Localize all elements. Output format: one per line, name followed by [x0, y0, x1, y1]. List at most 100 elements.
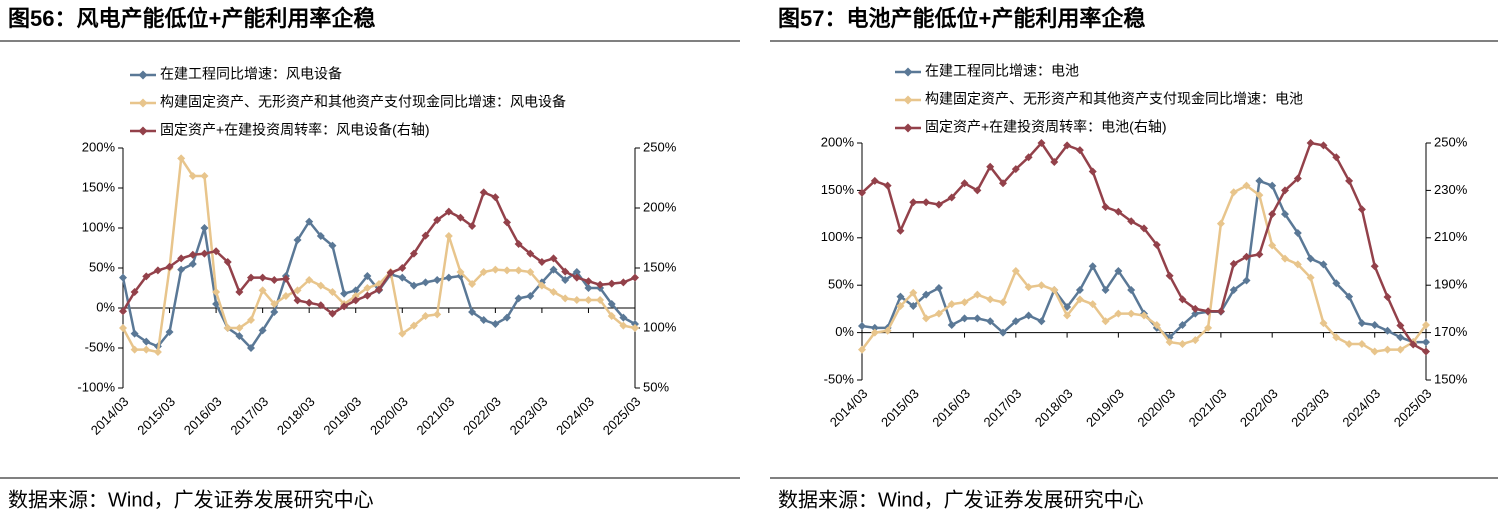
point-marker: [398, 264, 407, 272]
point-marker: [549, 265, 558, 274]
y2-tick-label: 210%: [1434, 229, 1468, 244]
point-marker: [421, 278, 430, 287]
point-marker: [514, 266, 523, 275]
point-marker: [1075, 295, 1084, 304]
point-marker: [142, 272, 151, 281]
point-marker: [1229, 188, 1238, 197]
point-marker: [934, 200, 943, 209]
point-marker: [433, 276, 442, 284]
point-marker: [973, 290, 982, 299]
y2-tick-label: 170%: [1434, 324, 1468, 339]
point-marker: [444, 207, 453, 216]
point-marker: [1396, 345, 1405, 354]
point-marker: [351, 286, 360, 295]
legend-marker: [903, 67, 913, 77]
point-marker: [1063, 141, 1072, 150]
point-marker: [247, 273, 255, 282]
point-marker: [316, 232, 325, 240]
point-marker: [631, 324, 639, 332]
x-tick-label: 2016/03: [181, 394, 225, 438]
point-marker: [119, 324, 127, 332]
point-marker: [934, 309, 943, 318]
point-marker: [561, 294, 570, 303]
y-tick-label: 0%: [835, 324, 854, 339]
point-marker: [1319, 319, 1328, 328]
point-marker: [619, 321, 628, 330]
point-marker: [619, 278, 628, 287]
point-marker: [433, 216, 442, 224]
point-marker: [1229, 259, 1238, 268]
point-marker: [1281, 186, 1289, 195]
y2-tick-label: 200%: [643, 199, 677, 214]
point-marker: [1383, 345, 1392, 354]
point-marker: [537, 258, 546, 266]
point-marker: [1281, 254, 1289, 263]
x-tick-label: 2024/03: [553, 394, 597, 438]
x-tick-label: 2020/03: [367, 394, 411, 438]
point-marker: [456, 268, 465, 276]
point-marker: [1293, 229, 1302, 238]
legend-label: 在建工程同比增速：电池: [925, 63, 1079, 79]
point-marker: [584, 277, 593, 286]
point-marker: [491, 193, 500, 202]
y-tick-label: 0%: [96, 299, 115, 314]
point-marker: [960, 298, 969, 307]
point-marker: [986, 162, 995, 171]
point-marker: [999, 298, 1007, 307]
point-marker: [896, 292, 905, 301]
legend-marker: [138, 70, 148, 80]
point-marker: [1075, 146, 1084, 155]
point-marker: [235, 324, 244, 332]
point-marker: [503, 218, 511, 227]
point-marker: [328, 241, 337, 250]
point-marker: [999, 328, 1007, 337]
point-marker: [986, 317, 995, 326]
point-marker: [883, 326, 892, 335]
chart-title: 图57：电池产能低位+产能利用率企稳: [778, 6, 1145, 31]
point-marker: [1345, 292, 1354, 301]
x-tick-label: 2014/03: [88, 394, 132, 438]
point-marker: [1063, 311, 1072, 320]
point-marker: [340, 289, 349, 298]
point-marker: [947, 321, 956, 330]
point-marker: [858, 321, 866, 330]
x-tick-label: 2019/03: [1083, 386, 1127, 430]
point-marker: [1242, 252, 1251, 261]
series-line: [861, 184, 1427, 353]
point-marker: [1114, 266, 1123, 275]
y2-tick-label: 50%: [643, 379, 669, 394]
legend-marker: [138, 98, 148, 108]
point-marker: [1332, 333, 1341, 342]
y-tick-label: 50%: [828, 277, 854, 292]
point-marker: [619, 313, 628, 322]
point-marker: [1011, 317, 1020, 326]
point-marker: [468, 308, 477, 316]
point-marker: [870, 323, 879, 332]
point-marker: [1011, 266, 1020, 275]
point-marker: [1075, 285, 1084, 294]
point-marker: [1037, 139, 1046, 147]
point-marker: [1165, 338, 1174, 347]
point-marker: [607, 312, 616, 320]
point-marker: [398, 329, 407, 338]
x-tick-label: 2017/03: [981, 386, 1025, 430]
point-marker: [444, 273, 453, 282]
point-marker: [909, 198, 918, 207]
point-marker: [363, 284, 372, 292]
point-marker: [596, 280, 605, 289]
point-marker: [409, 249, 418, 258]
point-marker: [270, 308, 279, 316]
point-marker: [1332, 153, 1341, 162]
legend-label: 固定资产+在建投资周转率：风电设备(右轴): [160, 122, 430, 138]
x-tick-label: 2018/03: [274, 394, 318, 438]
point-marker: [607, 300, 616, 308]
y2-tick-label: 230%: [1434, 182, 1468, 197]
point-marker: [1293, 174, 1302, 183]
point-marker: [1281, 210, 1289, 219]
point-marker: [1037, 317, 1046, 326]
point-marker: [200, 249, 209, 258]
point-marker: [896, 226, 905, 235]
y-tick-label: -50%: [824, 371, 855, 386]
point-marker: [870, 176, 879, 185]
point-marker: [468, 280, 477, 288]
